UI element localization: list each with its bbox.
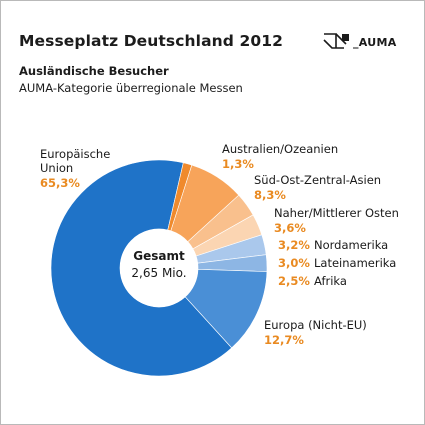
value-afrika: 2,5%	[278, 274, 310, 288]
value-europaeische-union: 65,3%	[40, 176, 80, 190]
label-naher-mittlerer-osten: Naher/Mittlerer Osten	[274, 206, 399, 220]
label-sued-ost-zentral-asien: Süd-Ost-Zentral-Asien	[254, 173, 381, 187]
chart-subtitle-category: AUMA-Kategorie überregionale Messen	[19, 81, 243, 95]
chart-title: Messeplatz Deutschland 2012	[19, 32, 284, 50]
center-title: Gesamt	[133, 249, 185, 263]
auma-logo-text: _AUMA	[353, 36, 397, 49]
donut-hole	[120, 229, 198, 307]
label-europa-nicht-eu: Europa (Nicht-EU)	[264, 318, 367, 332]
auma-logo-icon	[323, 33, 349, 49]
donut-slices	[50, 159, 268, 377]
label-nordamerika: Nordamerika	[314, 238, 388, 252]
value-australien-ozeanien: 1,3%	[222, 157, 254, 171]
label-europaeische-union-line1: Europäische	[40, 147, 110, 161]
center-value: 2,65 Mio.	[131, 266, 186, 280]
value-nordamerika: 3,2%	[278, 238, 310, 252]
label-europaeische-union-line2: Union	[40, 161, 73, 175]
value-sued-ost-zentral-asien: 8,3%	[254, 188, 286, 202]
label-lateinamerika: Lateinamerika	[314, 256, 396, 270]
label-afrika: Afrika	[314, 274, 347, 288]
value-europa-nicht-eu: 12,7%	[264, 333, 304, 347]
label-australien-ozeanien: Australien/Ozeanien	[222, 142, 338, 156]
chart-subtitle: Ausländische Besucher	[19, 64, 169, 78]
value-lateinamerika: 3,0%	[278, 256, 310, 270]
value-naher-mittlerer-osten: 3,6%	[274, 221, 306, 235]
